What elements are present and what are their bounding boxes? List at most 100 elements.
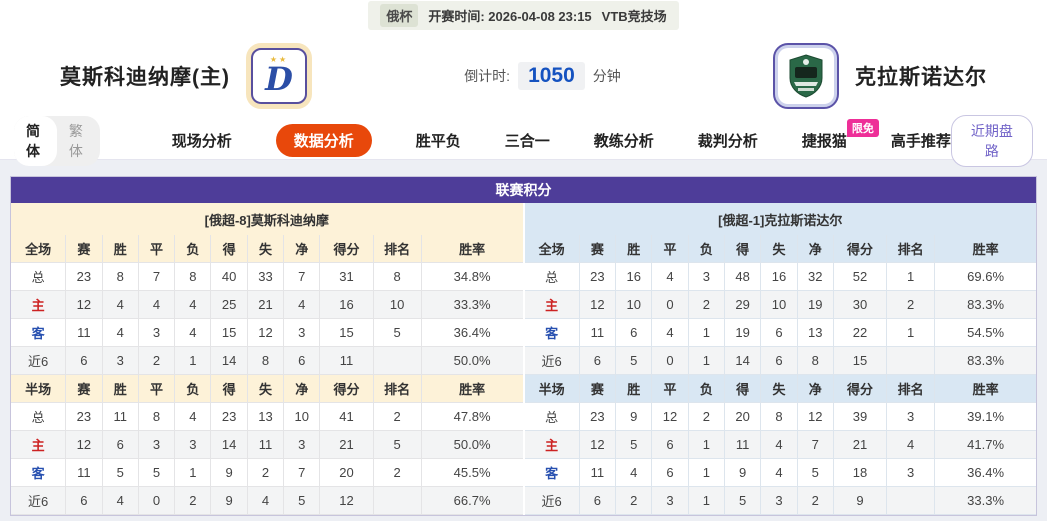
stat-cell (373, 487, 422, 515)
stat-cell: 11 (66, 459, 103, 487)
row-label: 主 (11, 291, 67, 319)
stat-col-header: 半场 (524, 375, 580, 403)
kickoff-label: 开赛时间: (428, 8, 485, 24)
stat-cell: 11 (66, 319, 103, 347)
stat-cell: 0 (138, 487, 176, 515)
stat-cell: 5 (284, 487, 321, 515)
stat-cell: 14 (211, 347, 248, 375)
stat-cell: 4 (175, 319, 212, 347)
stat-cell: 23 (211, 403, 248, 431)
league-badge: 俄杯 (380, 3, 419, 27)
stat-cell: 2 (138, 347, 176, 375)
stat-cell: 10 (761, 291, 798, 319)
stat-col-header: 胜 (616, 235, 653, 263)
tab-expert-picks[interactable]: 高手推荐 (890, 133, 951, 150)
stat-cell: 10 (616, 291, 653, 319)
tab-coach-analysis[interactable]: 教练分析 (593, 133, 654, 150)
stat-cell: 4 (102, 291, 139, 319)
crest-stars-icon: ★★ (269, 55, 289, 64)
stat-col-header: 半场 (11, 375, 67, 403)
stat-col-header: 平 (138, 235, 176, 263)
stat-cell: 5 (616, 347, 653, 375)
stat-cell: 3 (138, 431, 176, 459)
stat-cell: 14 (211, 431, 248, 459)
stat-cell: 6 (284, 347, 321, 375)
stat-cell: 1 (688, 431, 725, 459)
stat-cell: 4 (175, 403, 212, 431)
stat-cell: 20 (320, 459, 374, 487)
stat-cell: 15 (833, 347, 888, 375)
dynamo-crest-icon: ★★ D (251, 48, 307, 104)
away-team-name: 克拉斯诺达尔 (854, 66, 987, 89)
recent-trends-button[interactable]: 近期盘路 (950, 114, 1033, 167)
row-label: 客 (524, 459, 580, 487)
row-label: 主 (524, 431, 580, 459)
row-label: 客 (11, 319, 67, 347)
row-label: 总 (524, 403, 580, 431)
stat-cell: 50.0% (421, 431, 523, 459)
stat-col-header: 负 (175, 375, 212, 403)
stat-cell: 19 (724, 319, 762, 347)
lang-traditional[interactable]: 繁体 (68, 122, 83, 159)
stat-row: 客 11 5 5 1 9 2 7 20 2 45.5% (11, 459, 523, 487)
match-info-pill: 俄杯 开赛时间: 2026-04-08 23:15 VTB竞技场 (368, 0, 679, 30)
stat-col-header: 平 (652, 375, 689, 403)
stat-cell: 3 (175, 431, 212, 459)
stat-cell: 4 (616, 459, 653, 487)
stat-cell: 8 (102, 263, 139, 291)
stat-cell: 33 (247, 263, 285, 291)
stat-col-header: 赛 (66, 235, 103, 263)
tab-referee-analysis[interactable]: 裁判分析 (697, 133, 758, 150)
stat-cell: 9 (616, 403, 653, 431)
stat-cell: 4 (652, 319, 689, 347)
standings-tables: 全场赛胜平负得失净得分 排名 胜率总 23 8 7 8 40 33 7 31 8 34.8% 主 12 4 4 4… (11, 235, 1036, 515)
stat-cell: 4 (102, 319, 139, 347)
row-label: 近6 (11, 347, 67, 375)
stat-cell: 16 (320, 291, 374, 319)
lang-toggle[interactable]: 简体 繁体 (14, 115, 100, 166)
stat-cell: 36.4% (421, 319, 523, 347)
stat-cell: 6 (579, 487, 617, 515)
stat-cell: 22 (833, 319, 888, 347)
stat-cell: 8 (797, 347, 834, 375)
stat-cell (373, 347, 422, 375)
stat-cell: 5 (724, 487, 762, 515)
stat-row: 总 23 11 8 4 23 13 10 41 2 47.8% (11, 403, 523, 431)
stat-header-row: 半场赛胜平负得失净得分 排名 胜率 (11, 375, 523, 403)
match-info-bar: 俄杯 开赛时间: 2026-04-08 23:15 VTB竞技场 (0, 0, 1047, 30)
stat-col-header: 排名 (887, 375, 936, 403)
tab-jiebao-cat[interactable]: 捷报猫 限免 (802, 119, 879, 151)
tab-data-analysis[interactable]: 数据分析 (275, 124, 372, 157)
stat-cell: 12 (652, 403, 689, 431)
stat-cell: 2 (247, 459, 285, 487)
stat-col-header: 赛 (579, 235, 617, 263)
stat-cell: 7 (797, 431, 834, 459)
stat-cell: 9 (211, 459, 248, 487)
stat-col-header: 排名 (373, 375, 422, 403)
stat-cell: 0 (652, 291, 689, 319)
stat-cell: 6 (102, 431, 139, 459)
tab-three-in-one[interactable]: 三合一 (504, 133, 550, 150)
home-team: 莫斯科迪纳摩(主) ★★ D (60, 43, 312, 109)
stat-cell: 31 (320, 263, 374, 291)
stat-cell: 14 (724, 347, 762, 375)
lang-simplified[interactable]: 简体 (14, 115, 57, 166)
limited-free-badge: 限免 (846, 119, 879, 137)
stat-cell: 6 (652, 431, 689, 459)
stat-row: 总 23 9 12 2 20 8 12 39 3 39.1% (524, 403, 1036, 431)
stat-col-header: 排名 (373, 235, 422, 263)
stat-cell: 1 (688, 487, 725, 515)
stat-row: 近6 6 2 3 1 5 3 2 9 33.3% (524, 487, 1036, 515)
stat-cell: 12 (320, 487, 374, 515)
stat-cell: 6 (579, 347, 617, 375)
stat-col-header: 平 (652, 235, 689, 263)
stat-cell: 50.0% (421, 347, 523, 375)
nav-tabs: 现场分析 数据分析 胜平负 三合一 教练分析 裁判分析 捷报猫 限免 高手推荐 (171, 119, 951, 157)
stat-col-header: 净 (284, 235, 321, 263)
tab-win-draw-lose[interactable]: 胜平负 (415, 133, 461, 150)
stat-cell: 15 (320, 319, 374, 347)
stat-cell: 7 (284, 459, 321, 487)
tab-live-analysis[interactable]: 现场分析 (171, 133, 232, 150)
stat-cell: 47.8% (421, 403, 523, 431)
stat-cell: 5 (138, 459, 176, 487)
